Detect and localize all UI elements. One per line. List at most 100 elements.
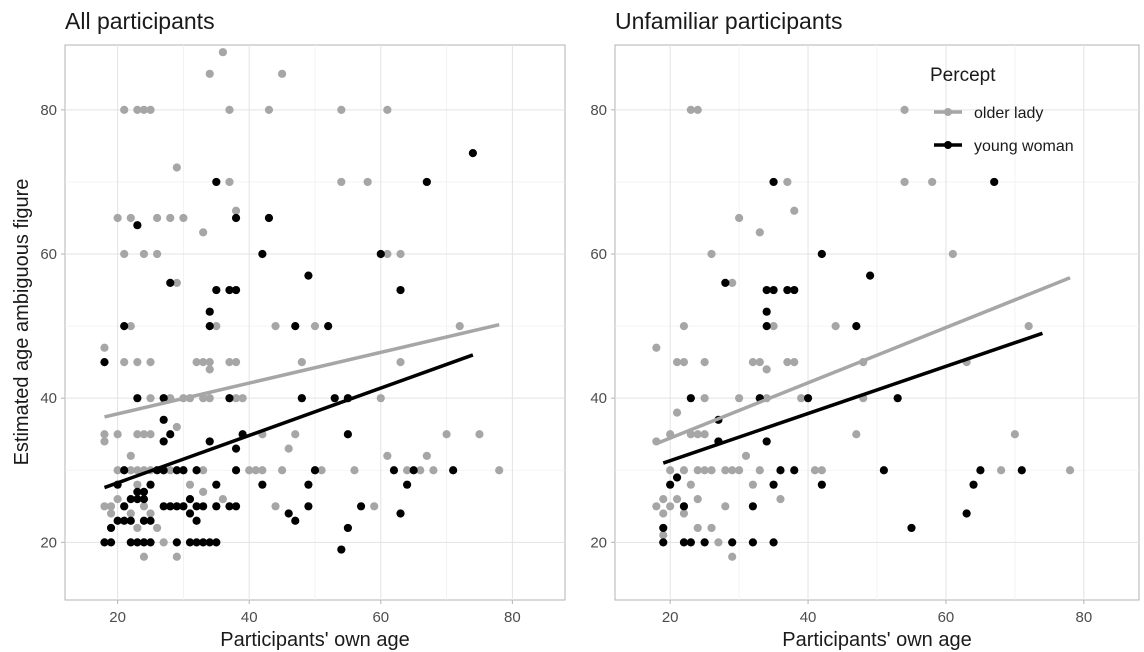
point-older-lady bbox=[153, 523, 162, 533]
point-young-woman bbox=[166, 430, 175, 439]
point-older-lady bbox=[212, 322, 221, 331]
point-young-woman bbox=[403, 480, 412, 489]
point-older-lady bbox=[762, 365, 771, 374]
point-older-lady bbox=[133, 358, 142, 367]
point-older-lady bbox=[297, 358, 306, 367]
point-young-woman bbox=[192, 466, 201, 475]
point-older-lady bbox=[475, 430, 484, 439]
point-older-lady bbox=[199, 466, 208, 475]
point-older-lady bbox=[100, 343, 109, 352]
point-young-woman bbox=[962, 509, 971, 518]
point-young-woman bbox=[172, 538, 181, 547]
point-young-woman bbox=[700, 538, 709, 547]
point-young-woman bbox=[343, 523, 352, 533]
point-older-lady bbox=[146, 358, 155, 367]
point-young-woman bbox=[159, 415, 168, 424]
point-older-lady bbox=[251, 466, 260, 475]
point-older-lady bbox=[231, 206, 241, 215]
point-young-woman bbox=[376, 249, 385, 259]
point-older-lady bbox=[900, 105, 909, 114]
point-older-lady bbox=[1024, 322, 1033, 331]
point-older-lady bbox=[679, 358, 689, 367]
point-young-woman bbox=[783, 285, 792, 295]
point-young-woman bbox=[225, 502, 234, 511]
point-young-woman bbox=[159, 394, 168, 403]
point-older-lady bbox=[139, 430, 149, 439]
point-young-woman bbox=[893, 394, 902, 403]
point-young-woman bbox=[126, 538, 135, 547]
point-older-lady bbox=[442, 430, 451, 439]
ticks-left: 20 40 60 80 20 40 60 80 bbox=[40, 102, 520, 626]
point-older-lady bbox=[422, 451, 431, 460]
panel-title-right: Unfamiliar participants bbox=[615, 8, 843, 34]
point-older-lady bbox=[997, 466, 1006, 475]
point-older-lady bbox=[133, 466, 142, 475]
point-older-lady bbox=[728, 278, 737, 287]
point-young-woman bbox=[672, 473, 682, 482]
point-older-lady bbox=[700, 394, 709, 403]
point-older-lady bbox=[721, 466, 730, 475]
point-older-lady bbox=[284, 444, 293, 453]
point-older-lady bbox=[126, 451, 135, 460]
panel-title-left: All participants bbox=[65, 8, 215, 34]
point-older-lady bbox=[113, 466, 122, 475]
point-older-lady bbox=[199, 358, 208, 367]
point-young-woman bbox=[231, 466, 241, 475]
point-young-woman bbox=[817, 249, 826, 259]
point-young-woman bbox=[120, 322, 129, 331]
point-young-woman bbox=[291, 516, 300, 525]
point-young-woman bbox=[212, 285, 221, 295]
point-older-lady bbox=[245, 466, 254, 475]
point-older-lady bbox=[146, 394, 155, 403]
point-older-lady bbox=[728, 552, 737, 561]
point-older-lady bbox=[120, 358, 129, 367]
point-older-lady bbox=[686, 480, 695, 489]
legend-label-older-lady: older lady bbox=[974, 105, 1043, 122]
point-young-woman bbox=[172, 466, 181, 475]
point-older-lady bbox=[363, 177, 372, 187]
point-young-woman bbox=[396, 285, 405, 295]
point-young-woman bbox=[790, 285, 799, 295]
point-older-lady bbox=[258, 466, 267, 475]
point-older-lady bbox=[205, 394, 214, 403]
point-older-lady bbox=[769, 322, 778, 331]
point-older-lady bbox=[403, 466, 412, 475]
point-young-woman bbox=[396, 509, 405, 518]
point-older-lady bbox=[225, 177, 234, 187]
point-older-lady bbox=[455, 322, 464, 331]
point-older-lady bbox=[291, 430, 300, 439]
point-young-woman bbox=[146, 538, 155, 547]
point-older-lady bbox=[383, 249, 392, 259]
fit-line-older-lady bbox=[655, 276, 1071, 446]
point-young-woman bbox=[1017, 466, 1026, 475]
point-older-lady bbox=[139, 249, 149, 259]
x-tick-label: 40 bbox=[800, 609, 817, 626]
point-older-lady bbox=[652, 502, 661, 511]
point-older-lady bbox=[199, 228, 208, 237]
point-older-lady bbox=[707, 466, 716, 475]
point-older-lady bbox=[383, 105, 392, 114]
point-young-woman bbox=[106, 538, 116, 547]
point-older-lady bbox=[153, 213, 162, 223]
point-older-lady bbox=[133, 523, 142, 533]
point-young-woman bbox=[225, 285, 234, 295]
point-older-lady bbox=[776, 494, 785, 504]
x-tick-label: 80 bbox=[1075, 609, 1092, 626]
point-older-lady bbox=[429, 466, 438, 475]
point-older-lady bbox=[225, 105, 234, 114]
point-older-lady bbox=[133, 430, 142, 439]
point-young-woman bbox=[310, 466, 320, 475]
point-young-woman bbox=[686, 538, 695, 547]
point-older-lady bbox=[166, 213, 175, 223]
point-older-lady bbox=[113, 494, 122, 504]
y-tick-label: 80 bbox=[40, 102, 57, 119]
point-older-lady bbox=[810, 466, 820, 475]
point-young-woman bbox=[659, 538, 668, 547]
point-older-lady bbox=[790, 206, 799, 215]
point-young-woman bbox=[212, 177, 221, 187]
point-older-lady bbox=[852, 430, 861, 439]
point-older-lady bbox=[179, 213, 188, 223]
panel-unfamiliar-participants: Unfamiliar participants 20 40 60 80 20 40 60 80… bbox=[590, 8, 1140, 651]
point-young-woman bbox=[990, 177, 999, 187]
point-older-lady bbox=[700, 466, 709, 475]
